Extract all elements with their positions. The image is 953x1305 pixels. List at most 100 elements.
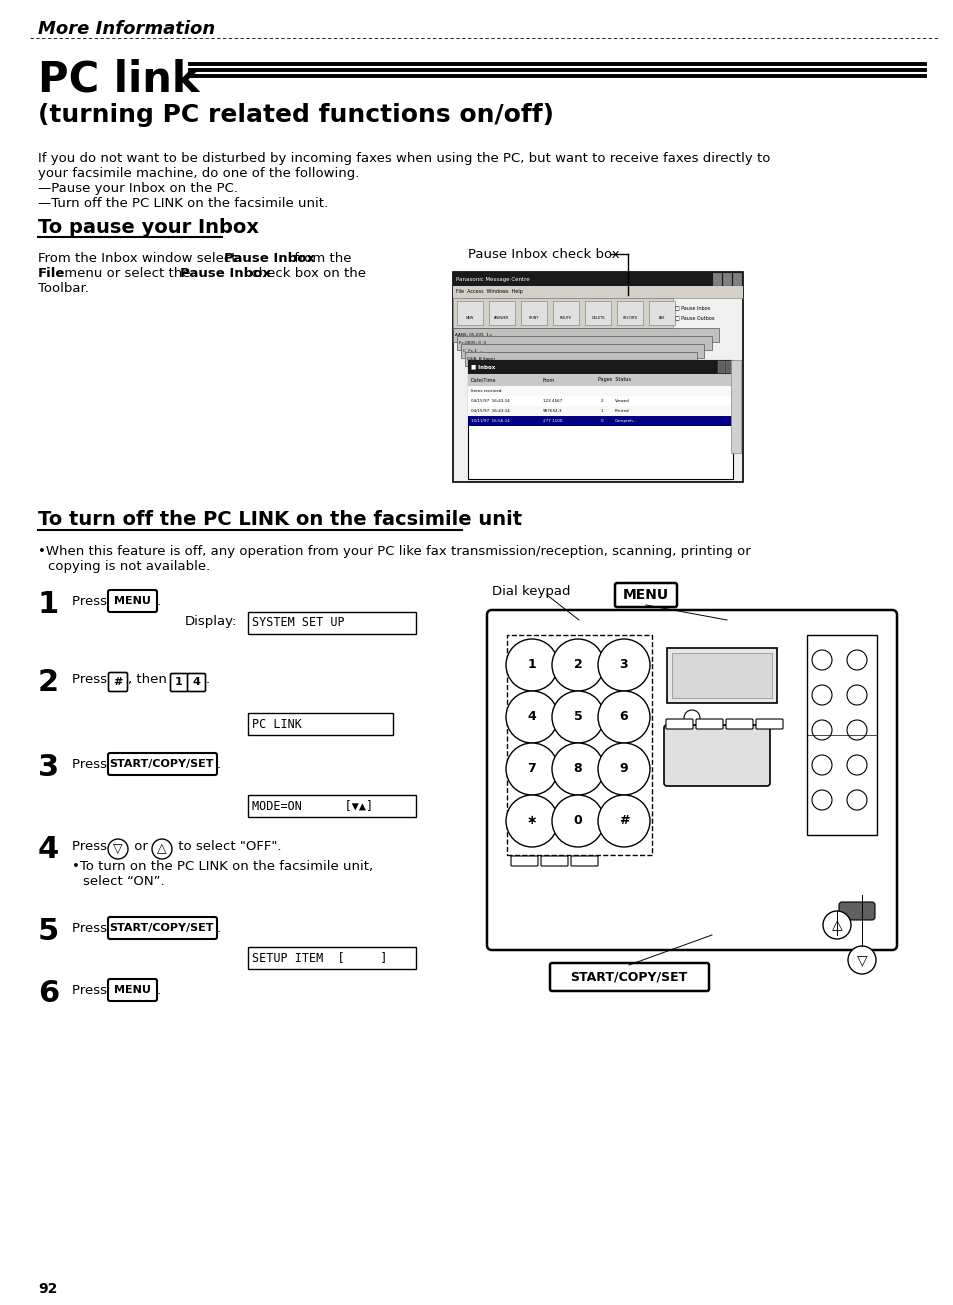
Bar: [468, 360, 732, 479]
Text: your facsimile machine, do one of the following.: your facsimile machine, do one of the fo…: [38, 167, 359, 180]
Text: select “ON”.: select “ON”.: [83, 874, 165, 887]
Circle shape: [552, 795, 603, 847]
Text: 0: 0: [600, 419, 603, 423]
Bar: [248, 612, 416, 634]
Text: Press: Press: [71, 595, 112, 608]
Text: 7: 7: [527, 762, 536, 775]
Text: File  Access  Windows  Help: File Access Windows Help: [456, 290, 522, 295]
Bar: [671, 652, 771, 698]
Text: MODE=ON      [▼▲]: MODE=ON [▼▲]: [252, 800, 373, 813]
Text: copying is not available.: copying is not available.: [48, 560, 210, 573]
FancyBboxPatch shape: [171, 673, 189, 692]
Text: Pause Inbox check box: Pause Inbox check box: [468, 248, 619, 261]
Text: to select "OFF".: to select "OFF".: [173, 840, 281, 853]
FancyBboxPatch shape: [108, 917, 216, 940]
Circle shape: [598, 692, 649, 743]
Circle shape: [846, 756, 866, 775]
Text: Pause Inbox: Pause Inbox: [180, 268, 271, 281]
Circle shape: [505, 743, 558, 795]
Text: .: .: [216, 923, 221, 934]
Text: , then: , then: [128, 673, 171, 686]
Circle shape: [152, 839, 172, 859]
Text: Toolbar.: Toolbar.: [38, 282, 89, 295]
Bar: [464, 352, 697, 365]
Bar: [468, 406, 732, 416]
Text: —Turn off the PC LINK on the facsimile unit.: —Turn off the PC LINK on the facsimile u…: [38, 197, 328, 210]
Text: PC LINK: PC LINK: [252, 718, 301, 731]
Text: check box on the: check box on the: [247, 268, 366, 281]
Text: Panasonic Message Centre: Panasonic Message Centre: [456, 277, 529, 282]
Text: START/COPY/SET: START/COPY/SET: [110, 760, 214, 769]
Bar: [468, 386, 732, 395]
Circle shape: [846, 650, 866, 669]
Bar: [468, 395, 732, 406]
Circle shape: [822, 911, 850, 940]
Text: 8: 8: [573, 762, 581, 775]
Text: To turn off the PC LINK on the facsimile unit: To turn off the PC LINK on the facsimile…: [38, 510, 521, 529]
Bar: [248, 947, 416, 970]
Bar: [460, 345, 703, 358]
Text: 987654:3: 987654:3: [542, 408, 562, 412]
Circle shape: [598, 743, 649, 795]
Bar: [453, 271, 742, 482]
Text: menu or select the: menu or select the: [60, 268, 194, 281]
Text: More Information: More Information: [38, 20, 215, 38]
Text: 1: 1: [175, 677, 183, 686]
Circle shape: [811, 650, 831, 669]
Text: SETUP ITEM  [     ]: SETUP ITEM [ ]: [252, 951, 387, 964]
Bar: [712, 273, 720, 284]
Circle shape: [552, 743, 603, 795]
Text: From: From: [542, 377, 555, 382]
FancyBboxPatch shape: [188, 673, 205, 692]
Text: 1: 1: [38, 590, 59, 619]
Text: 2: 2: [38, 668, 59, 697]
FancyBboxPatch shape: [725, 719, 752, 729]
Text: START/COPY/SET: START/COPY/SET: [570, 971, 687, 984]
Text: from the: from the: [290, 252, 351, 265]
Bar: [806, 636, 876, 835]
Circle shape: [108, 839, 128, 859]
Text: 1: 1: [600, 408, 603, 412]
Text: 4: 4: [192, 677, 200, 686]
Text: 3: 3: [619, 659, 628, 672]
Text: 10/11/97  16:56:14: 10/11/97 16:56:14: [471, 419, 509, 423]
Bar: [456, 301, 482, 325]
Text: ▽: ▽: [856, 953, 866, 967]
Bar: [468, 360, 732, 375]
Bar: [730, 360, 740, 453]
Text: or: or: [130, 840, 152, 853]
FancyBboxPatch shape: [108, 590, 157, 612]
Text: 5: 5: [38, 917, 59, 946]
Text: ROUTE: ROUTE: [559, 316, 572, 320]
FancyBboxPatch shape: [696, 719, 722, 729]
Text: Items received:: Items received:: [471, 389, 502, 393]
Text: 04/A  B Sapiri: 04/A B Sapiri: [467, 358, 495, 361]
Bar: [666, 649, 776, 703]
Circle shape: [847, 946, 875, 974]
Bar: [248, 795, 416, 817]
Text: 123 4567: 123 4567: [542, 399, 561, 403]
FancyBboxPatch shape: [108, 753, 216, 775]
Bar: [453, 286, 742, 298]
Circle shape: [552, 639, 603, 692]
Text: To pause your Inbox: To pause your Inbox: [38, 218, 258, 238]
Text: AANS: 05-005  1.c: AANS: 05-005 1.c: [455, 333, 492, 337]
Text: .: .: [157, 984, 161, 997]
Text: Compreh...: Compreh...: [615, 419, 637, 423]
Text: 5: 5: [573, 710, 581, 723]
Text: PRINT: PRINT: [528, 316, 538, 320]
Bar: [468, 375, 732, 386]
FancyBboxPatch shape: [540, 856, 567, 867]
Text: .: .: [206, 673, 210, 686]
Text: ∗: ∗: [526, 814, 537, 827]
Text: □ Pause Inbox: □ Pause Inbox: [675, 305, 710, 311]
Bar: [725, 361, 732, 373]
Text: Press: Press: [71, 840, 112, 853]
Circle shape: [505, 639, 558, 692]
FancyBboxPatch shape: [665, 719, 692, 729]
Text: 6: 6: [619, 710, 628, 723]
Text: 6: 6: [38, 979, 59, 1007]
FancyBboxPatch shape: [663, 726, 769, 786]
Circle shape: [811, 720, 831, 740]
Text: 1: 1: [527, 659, 536, 672]
